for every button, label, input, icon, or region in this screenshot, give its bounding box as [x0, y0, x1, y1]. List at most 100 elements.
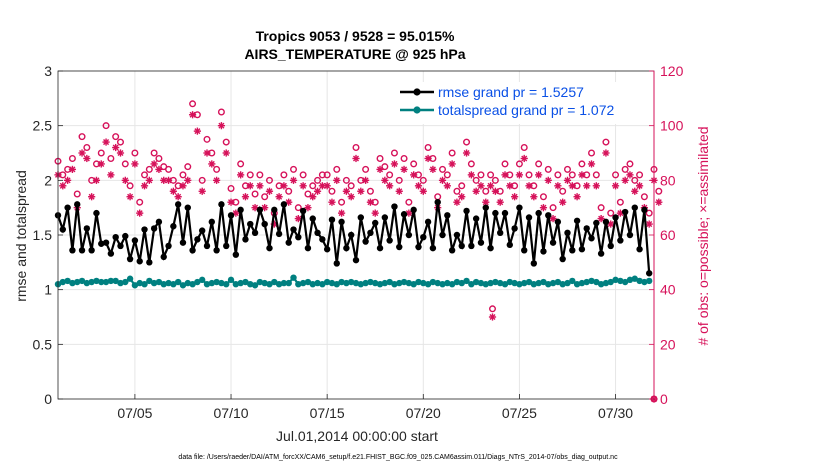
data-point	[381, 279, 389, 287]
y-tick-label-left: 0.5	[33, 336, 53, 352]
data-point	[424, 218, 432, 226]
data-point	[160, 281, 167, 288]
data-point	[559, 281, 566, 288]
data-point	[376, 281, 384, 288]
data-point	[439, 165, 447, 173]
data-point	[357, 176, 365, 184]
data-point	[371, 198, 379, 206]
data-point	[232, 251, 240, 258]
data-point	[563, 176, 572, 184]
data-point	[645, 209, 653, 217]
data-point	[597, 204, 605, 212]
data-point	[74, 278, 81, 286]
data-point	[136, 258, 143, 265]
data-point	[569, 277, 576, 285]
data-point	[343, 244, 350, 252]
x-tick-label: 07/15	[310, 405, 345, 421]
data-point	[280, 279, 288, 287]
data-point	[309, 182, 317, 190]
data-point	[482, 198, 490, 206]
data-point	[64, 204, 71, 211]
data-point	[530, 260, 538, 267]
data-point	[299, 207, 307, 215]
data-point	[261, 279, 268, 287]
data-point	[165, 242, 172, 250]
data-point	[448, 149, 456, 157]
data-point	[477, 171, 485, 179]
data-point	[419, 176, 427, 184]
data-point	[189, 281, 196, 288]
data-point	[266, 281, 273, 288]
data-point	[122, 232, 129, 240]
data-point	[64, 277, 71, 285]
data-point	[583, 225, 590, 232]
data-point	[511, 279, 518, 287]
data-point	[232, 281, 240, 288]
data-point	[535, 279, 542, 287]
data-point	[607, 220, 615, 228]
data-point	[295, 233, 302, 241]
data-point	[193, 127, 201, 135]
y-tick-label-right: 120	[660, 63, 684, 79]
data-point	[516, 281, 523, 288]
data-point	[381, 163, 389, 171]
data-point	[607, 242, 614, 250]
data-point	[78, 149, 86, 157]
data-point	[107, 154, 115, 162]
data-point	[251, 229, 259, 237]
data-point	[525, 214, 533, 221]
data-point	[338, 278, 345, 286]
data-point	[318, 182, 326, 190]
data-point	[323, 182, 331, 190]
data-point	[492, 278, 499, 286]
data-point	[453, 231, 461, 239]
data-point	[333, 260, 340, 267]
data-point	[621, 165, 629, 173]
data-point	[112, 143, 120, 152]
data-point	[645, 277, 653, 285]
data-point	[338, 218, 345, 226]
data-point	[515, 171, 524, 179]
data-point	[641, 278, 648, 286]
data-point	[222, 138, 230, 146]
data-point	[285, 187, 293, 195]
data-point	[323, 246, 331, 253]
data-point	[333, 176, 341, 184]
data-point	[655, 187, 663, 195]
data-point	[88, 176, 96, 184]
y-tick-label-left: 1	[44, 282, 52, 298]
data-point	[222, 149, 230, 157]
y-axis-label-right: # of obs: o=possible; ×=assimilated	[695, 126, 711, 345]
data-point	[247, 220, 254, 228]
data-point	[362, 279, 369, 287]
data-point	[366, 187, 374, 195]
data-point	[299, 182, 307, 190]
data-point	[573, 217, 581, 224]
data-point	[362, 238, 369, 245]
data-point	[232, 198, 240, 206]
data-point	[362, 165, 370, 173]
data-point	[198, 176, 206, 184]
data-point	[343, 279, 350, 287]
data-point	[487, 279, 494, 287]
data-point	[592, 182, 600, 190]
data-point	[337, 209, 346, 217]
data-point	[535, 160, 543, 168]
data-point	[169, 176, 177, 184]
data-point	[617, 237, 624, 244]
data-point	[400, 165, 408, 173]
data-point	[525, 171, 533, 179]
data-point	[563, 165, 571, 173]
data-point	[275, 230, 283, 238]
data-point	[612, 171, 620, 179]
data-point	[487, 171, 495, 179]
data-point	[511, 193, 519, 201]
y-tick-label-left: 1.5	[33, 227, 53, 243]
data-point	[535, 209, 542, 217]
data-point	[141, 226, 148, 233]
data-point	[621, 278, 629, 286]
data-point	[621, 176, 629, 184]
data-point	[328, 216, 336, 223]
data-point	[59, 182, 67, 190]
data-point	[372, 219, 379, 227]
